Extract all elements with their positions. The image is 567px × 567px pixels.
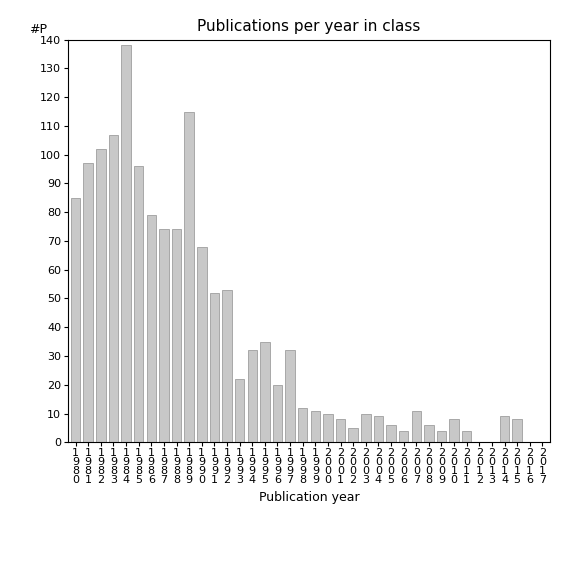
Bar	[260, 341, 269, 442]
Bar	[134, 166, 143, 442]
Bar	[450, 419, 459, 442]
X-axis label: Publication year: Publication year	[259, 491, 359, 504]
Bar	[147, 215, 156, 442]
Bar	[222, 290, 232, 442]
Bar	[159, 230, 168, 442]
Bar	[424, 425, 434, 442]
Bar	[311, 411, 320, 442]
Bar	[83, 163, 93, 442]
Bar	[500, 416, 509, 442]
Bar	[273, 385, 282, 442]
Bar	[71, 198, 81, 442]
Bar	[374, 416, 383, 442]
Bar	[336, 419, 345, 442]
Text: #P: #P	[29, 23, 48, 36]
Bar	[248, 350, 257, 442]
Bar	[285, 350, 295, 442]
Bar	[235, 379, 244, 442]
Bar	[412, 411, 421, 442]
Bar	[109, 134, 118, 442]
Bar	[298, 408, 307, 442]
Bar	[210, 293, 219, 442]
Bar	[96, 149, 105, 442]
Bar	[323, 413, 333, 442]
Bar	[399, 431, 408, 442]
Bar	[197, 247, 206, 442]
Bar	[121, 45, 131, 442]
Bar	[462, 431, 471, 442]
Title: Publications per year in class: Publications per year in class	[197, 19, 421, 35]
Bar	[437, 431, 446, 442]
Bar	[386, 425, 396, 442]
Bar	[349, 428, 358, 442]
Bar	[184, 112, 194, 442]
Bar	[361, 413, 370, 442]
Bar	[513, 419, 522, 442]
Bar	[172, 230, 181, 442]
